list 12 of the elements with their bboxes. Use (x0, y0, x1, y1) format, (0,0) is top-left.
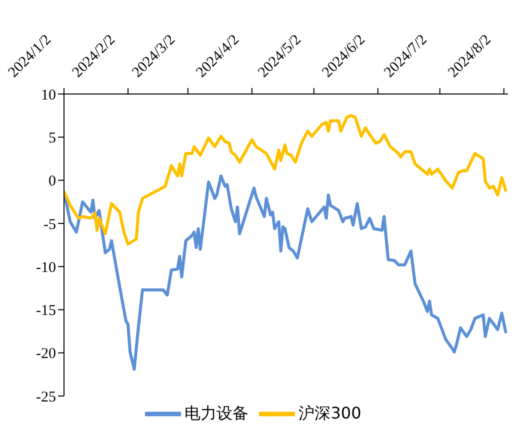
y-tick-label: 10 (41, 87, 56, 104)
legend-label: 电力设备 (184, 403, 249, 422)
y-tick-label: 0 (48, 174, 56, 190)
y-tick-label: 5 (48, 130, 56, 146)
y-tick-label: -5 (44, 216, 56, 233)
line-series (64, 114, 508, 246)
y-tick-label: -20 (36, 346, 56, 362)
legend-label: 沪深300 (298, 403, 362, 422)
y-tick-label: -10 (36, 260, 56, 276)
y-tick-label: -25 (36, 389, 56, 406)
line-series (64, 174, 508, 371)
y-tick-label: -15 (36, 303, 56, 320)
